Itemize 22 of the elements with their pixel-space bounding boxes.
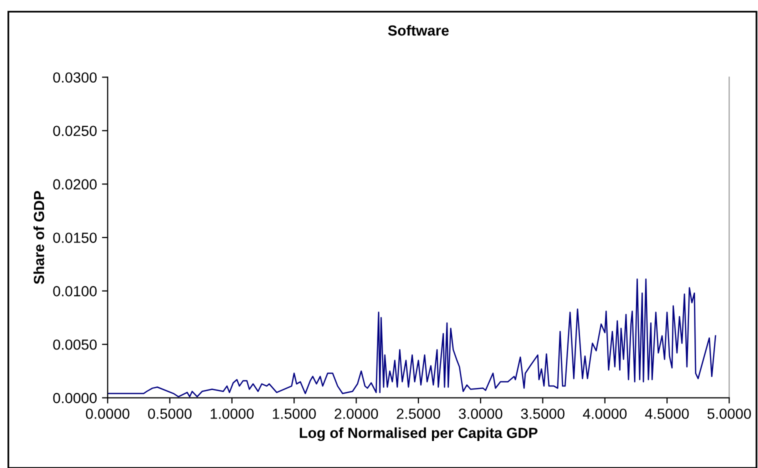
chart-title: Software [388, 24, 449, 36]
x-tick-label: 0.0000 [86, 408, 130, 419]
x-tick-label: 2.0000 [334, 408, 378, 419]
x-tick-label: 3.0000 [458, 408, 502, 419]
x-tick-label: 2.5000 [396, 408, 440, 419]
x-tick-label: 1.5000 [272, 408, 316, 419]
x-tick-label: 0.5000 [148, 408, 192, 419]
y-tick-label: 0.0200 [53, 179, 97, 190]
x-tick-label: 5.0000 [707, 408, 751, 419]
y-tick-label: 0.0250 [53, 126, 97, 136]
x-tick-label: 4.5000 [645, 408, 689, 419]
y-tick-label: 0.0050 [53, 339, 97, 350]
x-tick-label: 3.5000 [520, 408, 564, 419]
x-tick-label: 1.0000 [210, 408, 254, 419]
y-tick-label: 0.0300 [53, 72, 97, 83]
x-axis-title: Log of Normalised per Capita GDP [300, 427, 538, 442]
x-tick-label: 4.0000 [582, 408, 627, 419]
y-tick-label: 0.0000 [53, 392, 97, 404]
y-axis-title: Share of GDP [33, 191, 44, 284]
y-tick-label: 0.0100 [53, 286, 97, 296]
line-series [108, 278, 716, 398]
y-tick-label: 0.0150 [53, 232, 97, 243]
